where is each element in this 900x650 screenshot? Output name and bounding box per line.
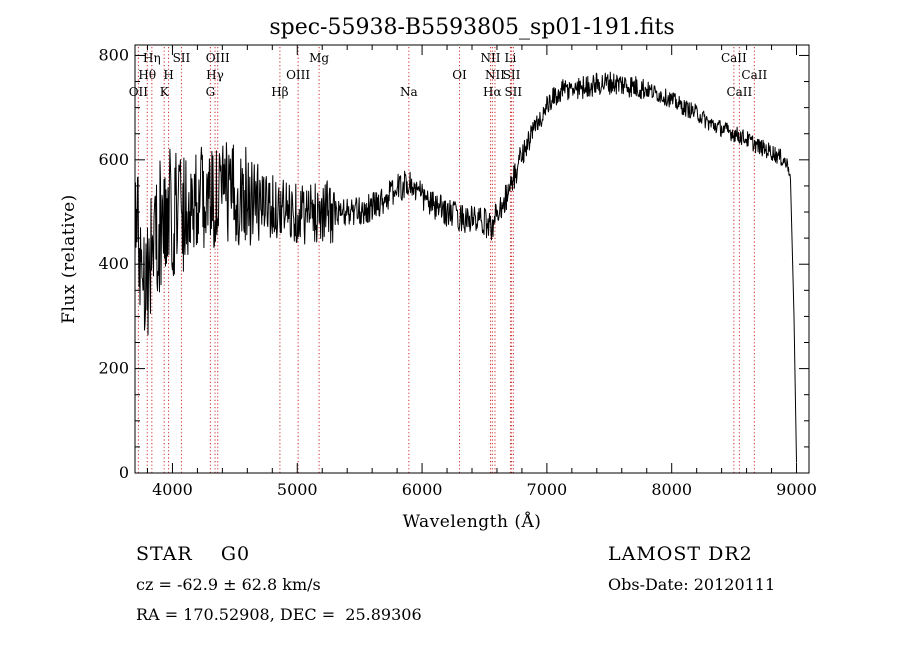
x-tick-label: 7000 xyxy=(527,480,568,499)
line-id-markers xyxy=(137,47,755,473)
x-tick-label: 5000 xyxy=(277,480,318,499)
redshift-velocity: cz = -62.9 ± 62.8 km/s xyxy=(136,575,321,594)
line-id-label: SII xyxy=(173,51,191,65)
line-id-label: CaII xyxy=(721,51,747,65)
line-id-label: NII xyxy=(485,68,505,82)
x-axis-label: Wavelength (Å) xyxy=(403,511,542,532)
line-id-label: CaII xyxy=(726,85,752,99)
line-id-labels: OIIHθHηKHSIIGHγOIIIHβOIIIMgNaOINIIHαNIIL… xyxy=(129,51,768,99)
line-id-label: Mg xyxy=(309,51,329,65)
line-id-label: NII xyxy=(480,51,500,65)
chart-title: spec-55938-B5593805_sp01-191.fits xyxy=(269,15,674,40)
y-tick-label: 200 xyxy=(98,359,129,378)
coordinates: RA = 170.52908, DEC = 25.89306 xyxy=(136,605,422,624)
line-id-label: K xyxy=(160,85,170,99)
line-id-label: OIII xyxy=(286,68,310,82)
y-tick-label: 600 xyxy=(98,150,129,169)
y-tick-label: 800 xyxy=(98,45,129,64)
line-id-label: Hα xyxy=(483,85,502,99)
x-tick-label: 8000 xyxy=(651,480,692,499)
line-id-label: H xyxy=(163,68,173,82)
line-id-label: SII xyxy=(503,68,521,82)
x-axis: 4000 5000 6000 7000 8000 9000 xyxy=(146,45,817,499)
y-tick-label: 0 xyxy=(119,463,129,482)
line-id-label: OII xyxy=(129,85,149,99)
x-tick-label: 9000 xyxy=(776,480,817,499)
spectral-class: STAR G0 xyxy=(136,543,250,565)
line-id-label: G xyxy=(206,85,216,99)
y-axis: 0 200 400 600 800 xyxy=(98,45,809,482)
y-tick-label: 400 xyxy=(98,254,129,273)
line-id-label: Hθ xyxy=(138,68,156,82)
line-id-label: Hη xyxy=(143,51,161,65)
line-id-label: CaII xyxy=(741,68,767,82)
x-tick-label: 4000 xyxy=(152,480,193,499)
observation-date: Obs-Date: 20120111 xyxy=(608,575,775,594)
line-id-label: OI xyxy=(452,68,467,82)
x-tick-label: 6000 xyxy=(402,480,443,499)
series-group xyxy=(134,71,797,463)
series-flux xyxy=(134,71,797,463)
line-id-label: Hβ xyxy=(271,85,288,99)
line-id-label: Hγ xyxy=(206,68,224,82)
plot-frame xyxy=(134,44,810,474)
line-id-label: Na xyxy=(400,85,418,99)
survey-name: LAMOST DR2 xyxy=(608,543,753,565)
line-id-label: OIII xyxy=(206,51,230,65)
line-id-label: SII xyxy=(504,85,522,99)
y-axis-label: Flux (relative) xyxy=(59,194,79,324)
line-id-label: Li xyxy=(505,51,517,65)
